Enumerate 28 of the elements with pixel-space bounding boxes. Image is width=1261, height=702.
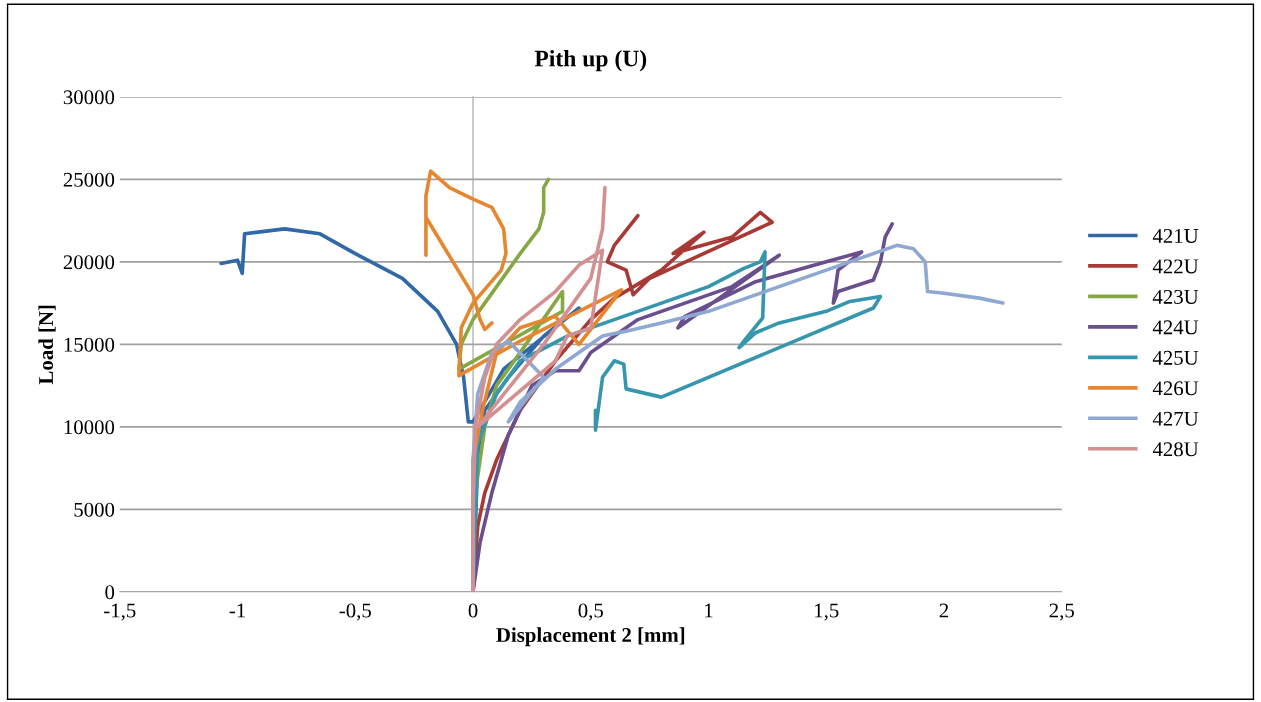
legend-label: 421U [1152, 228, 1199, 243]
line-series [471, 185, 607, 592]
legend-label: 428U [1152, 442, 1199, 457]
x-tick-label: 0,5 [578, 603, 603, 621]
x-tick-label: 0 [468, 603, 478, 618]
legend-label: 423U [1152, 289, 1199, 304]
x-tick-label: -1,5 [104, 603, 136, 621]
y-tick-label: 30000 [63, 90, 115, 105]
y-tick-label: 0 [105, 585, 115, 600]
legend-label: 422U [1152, 259, 1199, 274]
y-tick-label: 10000 [64, 420, 115, 435]
y-tick-label: 5000 [74, 502, 115, 517]
chart-title: Pith up (U) [534, 49, 647, 72]
x-tick-label: -1 [229, 603, 245, 618]
legend-label: 425U [1152, 350, 1199, 365]
x-tick-label: 2,5 [1049, 603, 1074, 621]
x-tick-label: 1 [705, 603, 713, 618]
legend-label: 426U [1152, 381, 1199, 396]
y-axis-title: Load [N] [38, 305, 56, 385]
x-tick-label: -0,5 [339, 603, 371, 621]
y-tick-label: 20000 [63, 255, 115, 270]
x-tick-label: 2 [939, 603, 949, 618]
y-tick-label: 15000 [64, 337, 115, 352]
y-tick-label: 25000 [63, 172, 115, 187]
x-axis-title: Displacement 2 [mm] [496, 627, 685, 647]
legend-label: 427U [1152, 411, 1199, 426]
legend-label: 424U [1152, 320, 1199, 335]
x-tick-label: 1,5 [815, 603, 839, 621]
